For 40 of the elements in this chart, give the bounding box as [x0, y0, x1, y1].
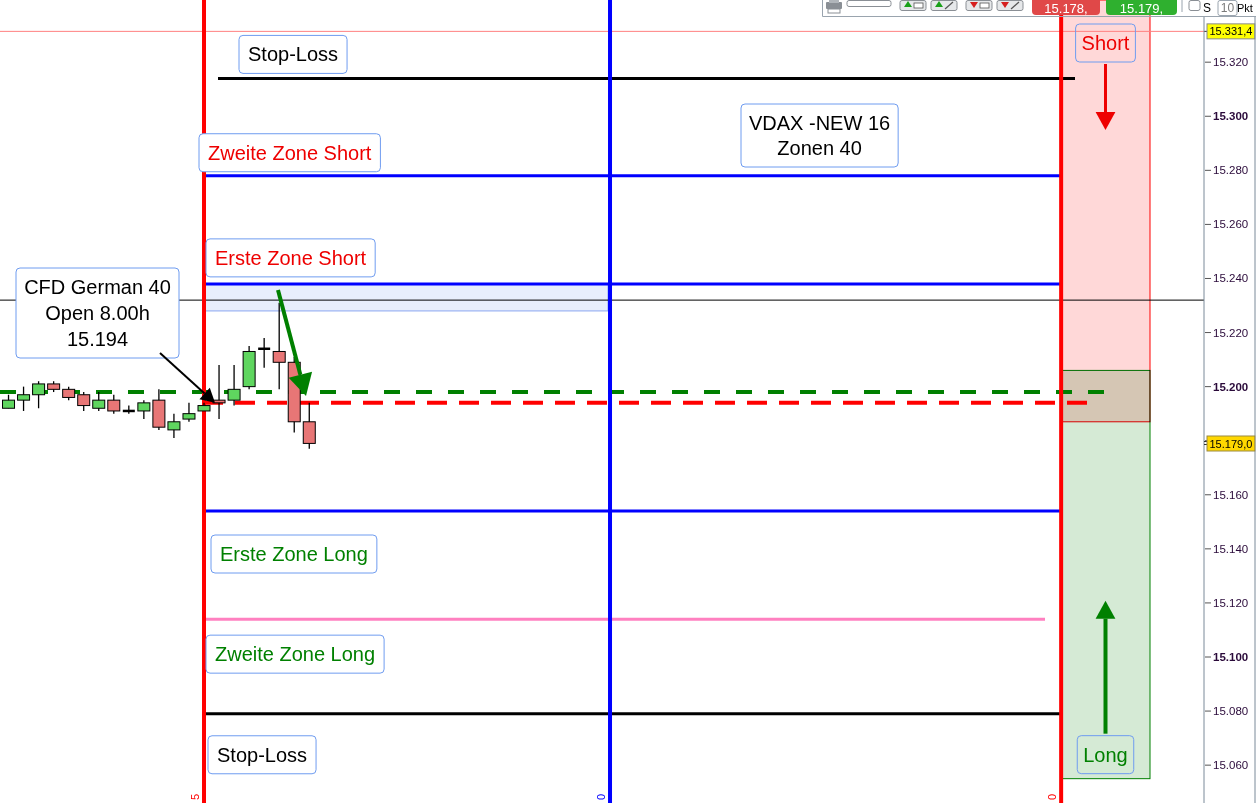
candlestick — [182, 402, 196, 423]
y-tick-label: 15.200 — [1213, 380, 1249, 393]
candlestick — [92, 391, 106, 412]
annotation: CFD German 40 Open 8.00h 15.194 — [24, 276, 171, 350]
annotation: S — [1203, 1, 1212, 15]
candlestick — [302, 402, 316, 450]
y-tick-label: 15.220 — [1213, 326, 1249, 339]
text: 15.179,0 — [1209, 437, 1253, 450]
ref-line-label: Erste Zone Short — [215, 246, 367, 269]
candlestick — [107, 394, 121, 415]
ref-line-label: Stop-Loss — [247, 43, 339, 66]
ref-line-label: Stop-Loss — [216, 743, 308, 766]
candlestick — [77, 391, 91, 412]
y-tick-label: 15.080 — [1213, 705, 1249, 718]
annotation: 0 — [1046, 793, 1059, 800]
ref-line-label: 15.331,4 — [1209, 25, 1253, 38]
annotation: 15.178, — [1044, 0, 1088, 16]
annotation: 15.179, — [1119, 0, 1164, 16]
y-tick-label: 15.260 — [1213, 218, 1249, 231]
annotation: 5 — [189, 793, 202, 800]
y-tick-label: 15.240 — [1213, 272, 1249, 285]
y-tick-label: 15.160 — [1213, 488, 1249, 501]
y-tick-label: 15.320 — [1213, 56, 1249, 69]
ref-line-label: Zweite Zone Short — [207, 141, 372, 164]
annotation: VDAX -NEW 16 Zonen 40 — [748, 112, 891, 159]
band-label: Long — [1083, 743, 1128, 766]
candlestick — [32, 380, 46, 409]
y-tick-label: 15.280 — [1213, 164, 1249, 177]
y-tick-label: 15.300 — [1213, 110, 1249, 123]
y-tick-label: 15.140 — [1213, 542, 1249, 555]
annotation: 0 — [595, 793, 608, 800]
candlestick — [272, 302, 286, 390]
y-tick-label: 15.060 — [1213, 759, 1249, 772]
ref-line-label: Erste Zone Long — [220, 543, 368, 565]
text: Pkt — [1237, 2, 1253, 14]
y-tick-label: 15.100 — [1213, 651, 1249, 663]
y-tick-label: 15.120 — [1213, 596, 1249, 609]
band-label: Short — [1081, 32, 1130, 54]
ref-line-label: Zweite Zone Long — [214, 643, 376, 666]
candlestick — [17, 385, 31, 412]
